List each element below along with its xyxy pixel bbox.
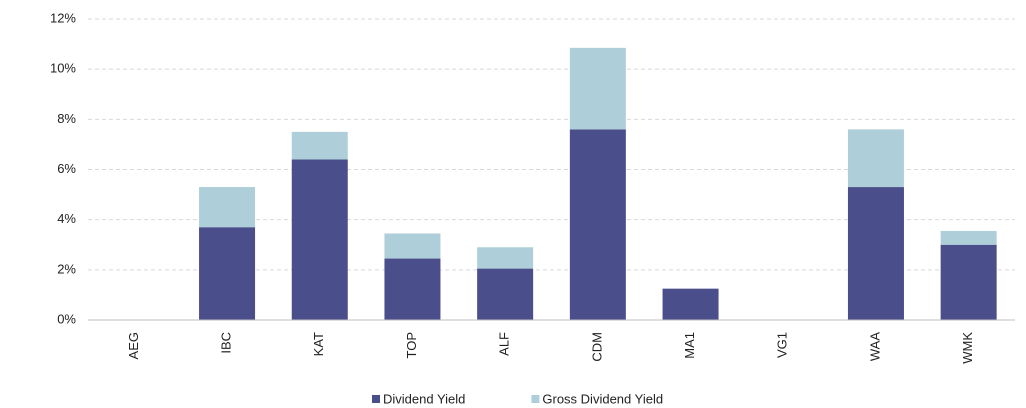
bar-segment bbox=[291, 131, 348, 160]
bar-segment bbox=[384, 233, 441, 259]
x-tick-label: IBC bbox=[218, 332, 233, 354]
legend-label: Dividend Yield bbox=[383, 391, 465, 406]
x-tick-label: WAA bbox=[867, 332, 882, 361]
x-tick-label: WMK bbox=[960, 332, 975, 364]
y-tick-label: 0% bbox=[57, 311, 76, 326]
bar-segment bbox=[291, 159, 348, 320]
legend-swatch bbox=[531, 395, 540, 403]
legend-label: Gross Dividend Yield bbox=[542, 391, 663, 406]
bar-segment bbox=[199, 187, 256, 228]
bar-segment bbox=[662, 288, 719, 320]
bar-segment bbox=[940, 244, 997, 320]
bar-segment bbox=[199, 227, 256, 320]
x-tick-label: CDM bbox=[589, 332, 604, 362]
legend-swatch bbox=[372, 395, 380, 403]
y-tick-label: 4% bbox=[57, 211, 76, 226]
y-tick-label: 12% bbox=[50, 10, 76, 25]
bar-segment bbox=[847, 187, 904, 320]
bar-segment bbox=[569, 47, 626, 130]
x-tick-label: ALF bbox=[497, 332, 512, 356]
x-tick-label: MA1 bbox=[682, 332, 697, 359]
bar-segment bbox=[477, 268, 534, 320]
x-tick-label: VG1 bbox=[775, 332, 790, 358]
y-tick-label: 6% bbox=[57, 161, 76, 176]
bar-segment bbox=[847, 129, 904, 188]
x-tick-label: TOP bbox=[404, 332, 419, 359]
x-tick-label: KAT bbox=[311, 332, 326, 356]
y-tick-label: 2% bbox=[57, 261, 76, 276]
bar-segment bbox=[477, 247, 534, 269]
y-tick-label: 8% bbox=[57, 111, 76, 126]
bar-segment bbox=[569, 129, 626, 320]
x-tick-label: AEG bbox=[126, 332, 141, 359]
bar-segment bbox=[940, 230, 997, 245]
y-tick-label: 10% bbox=[50, 61, 76, 76]
bar-segment bbox=[384, 258, 441, 320]
